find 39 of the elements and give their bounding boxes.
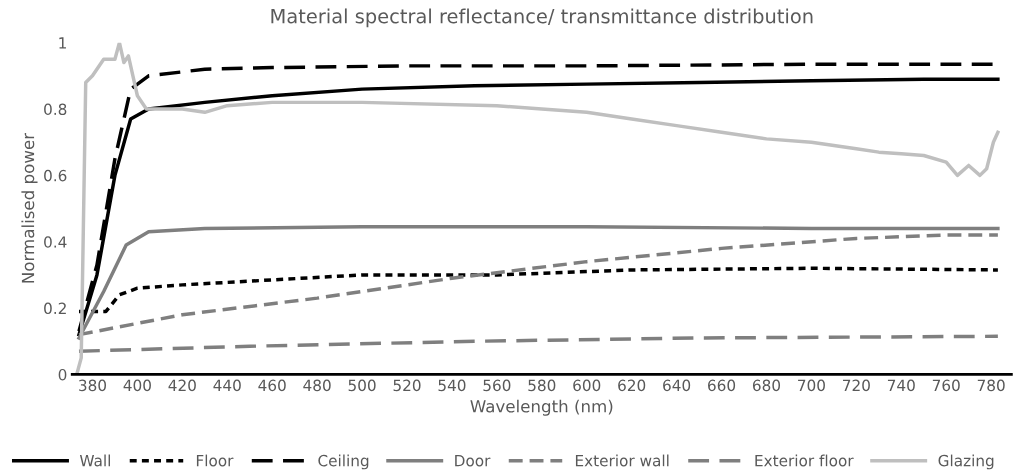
- legend-label: Wall: [79, 454, 110, 467]
- legend-label: Exterior wall: [575, 454, 669, 467]
- x-tick-label: 600: [573, 379, 601, 392]
- x-tick-label: 580: [528, 379, 556, 392]
- legend-label: Door: [455, 455, 491, 467]
- y-tick-label: 1: [59, 37, 66, 49]
- x-axis-title: Wavelength (nm): [470, 399, 613, 416]
- line-series: [77, 334, 1000, 353]
- x-tick-label: 480: [303, 379, 331, 392]
- x-tick-label: 680: [752, 379, 781, 392]
- x-tick-label: 500: [348, 379, 376, 392]
- x-tick-label: 740: [887, 379, 915, 392]
- x-tick-label: 660: [708, 379, 736, 392]
- x-tick-label: 520: [393, 379, 421, 392]
- x-tick-label: 540: [438, 379, 466, 392]
- x-tick-label: 720: [843, 379, 870, 392]
- x-tick-label: 380: [79, 379, 107, 392]
- x-tick-label: 760: [932, 379, 960, 392]
- x-tick-label: 620: [618, 379, 646, 392]
- x-tick-label: 420: [168, 379, 196, 392]
- x-tick-label: 460: [258, 379, 286, 392]
- x-tick-label: 700: [798, 379, 825, 392]
- x-tick-label: 560: [483, 379, 511, 392]
- y-tick-label: 0.8: [44, 103, 67, 116]
- y-axis-title: Normalised power: [21, 132, 38, 283]
- legend-label: Ceiling: [318, 454, 369, 470]
- y-tick-label: 0.2: [44, 302, 66, 315]
- x-tick-label: 640: [663, 379, 691, 392]
- legend-label: Exterior floor: [755, 454, 854, 467]
- line-series: [74, 42, 1000, 375]
- legend-label: Glazing: [938, 454, 994, 470]
- x-tick-label: 780: [977, 379, 1005, 392]
- y-tick-label: 0.4: [44, 236, 67, 248]
- x-tick-label: 440: [213, 379, 241, 392]
- legend-label: Floor: [196, 454, 234, 467]
- x-tick-label: 400: [123, 379, 151, 392]
- y-tick-label: 0: [58, 368, 67, 381]
- chart-title: Material spectral reflectance/ transmittance distribution: [271, 8, 813, 28]
- y-tick-label: 0.6: [44, 169, 67, 182]
